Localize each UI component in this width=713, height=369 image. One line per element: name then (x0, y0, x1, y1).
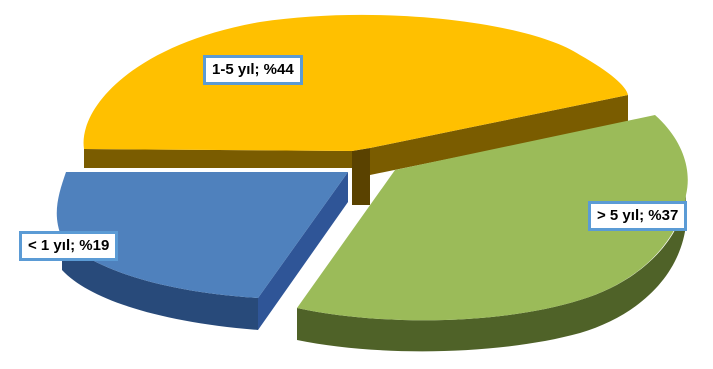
data-label-gt-5-yil: > 5 yıl; %37 (588, 201, 688, 231)
slice-lt-1-yil-cut-face (258, 172, 348, 330)
slice-gt-5-yil (297, 115, 688, 352)
data-label-lt-1-yil: < 1 yıl; %19 (19, 231, 119, 261)
slice-1-5-yil-side (84, 149, 352, 168)
slice-lt-1-yil-top (56, 172, 348, 298)
slice-lt-1-yil-side (62, 238, 258, 330)
slice-gt-5-yil-top (297, 115, 688, 321)
slice-gt-5-yil-side (297, 195, 686, 352)
slice-lt-1-yil (56, 172, 348, 330)
data-label-1-5-yil: 1-5 yıl; %44 (203, 55, 303, 85)
slice-1-5-yil-cut-face (352, 148, 370, 205)
slice-1-5-yil-rim (370, 95, 628, 175)
slice-1-5-yil-top (83, 14, 628, 151)
slice-1-5-yil (83, 14, 628, 205)
